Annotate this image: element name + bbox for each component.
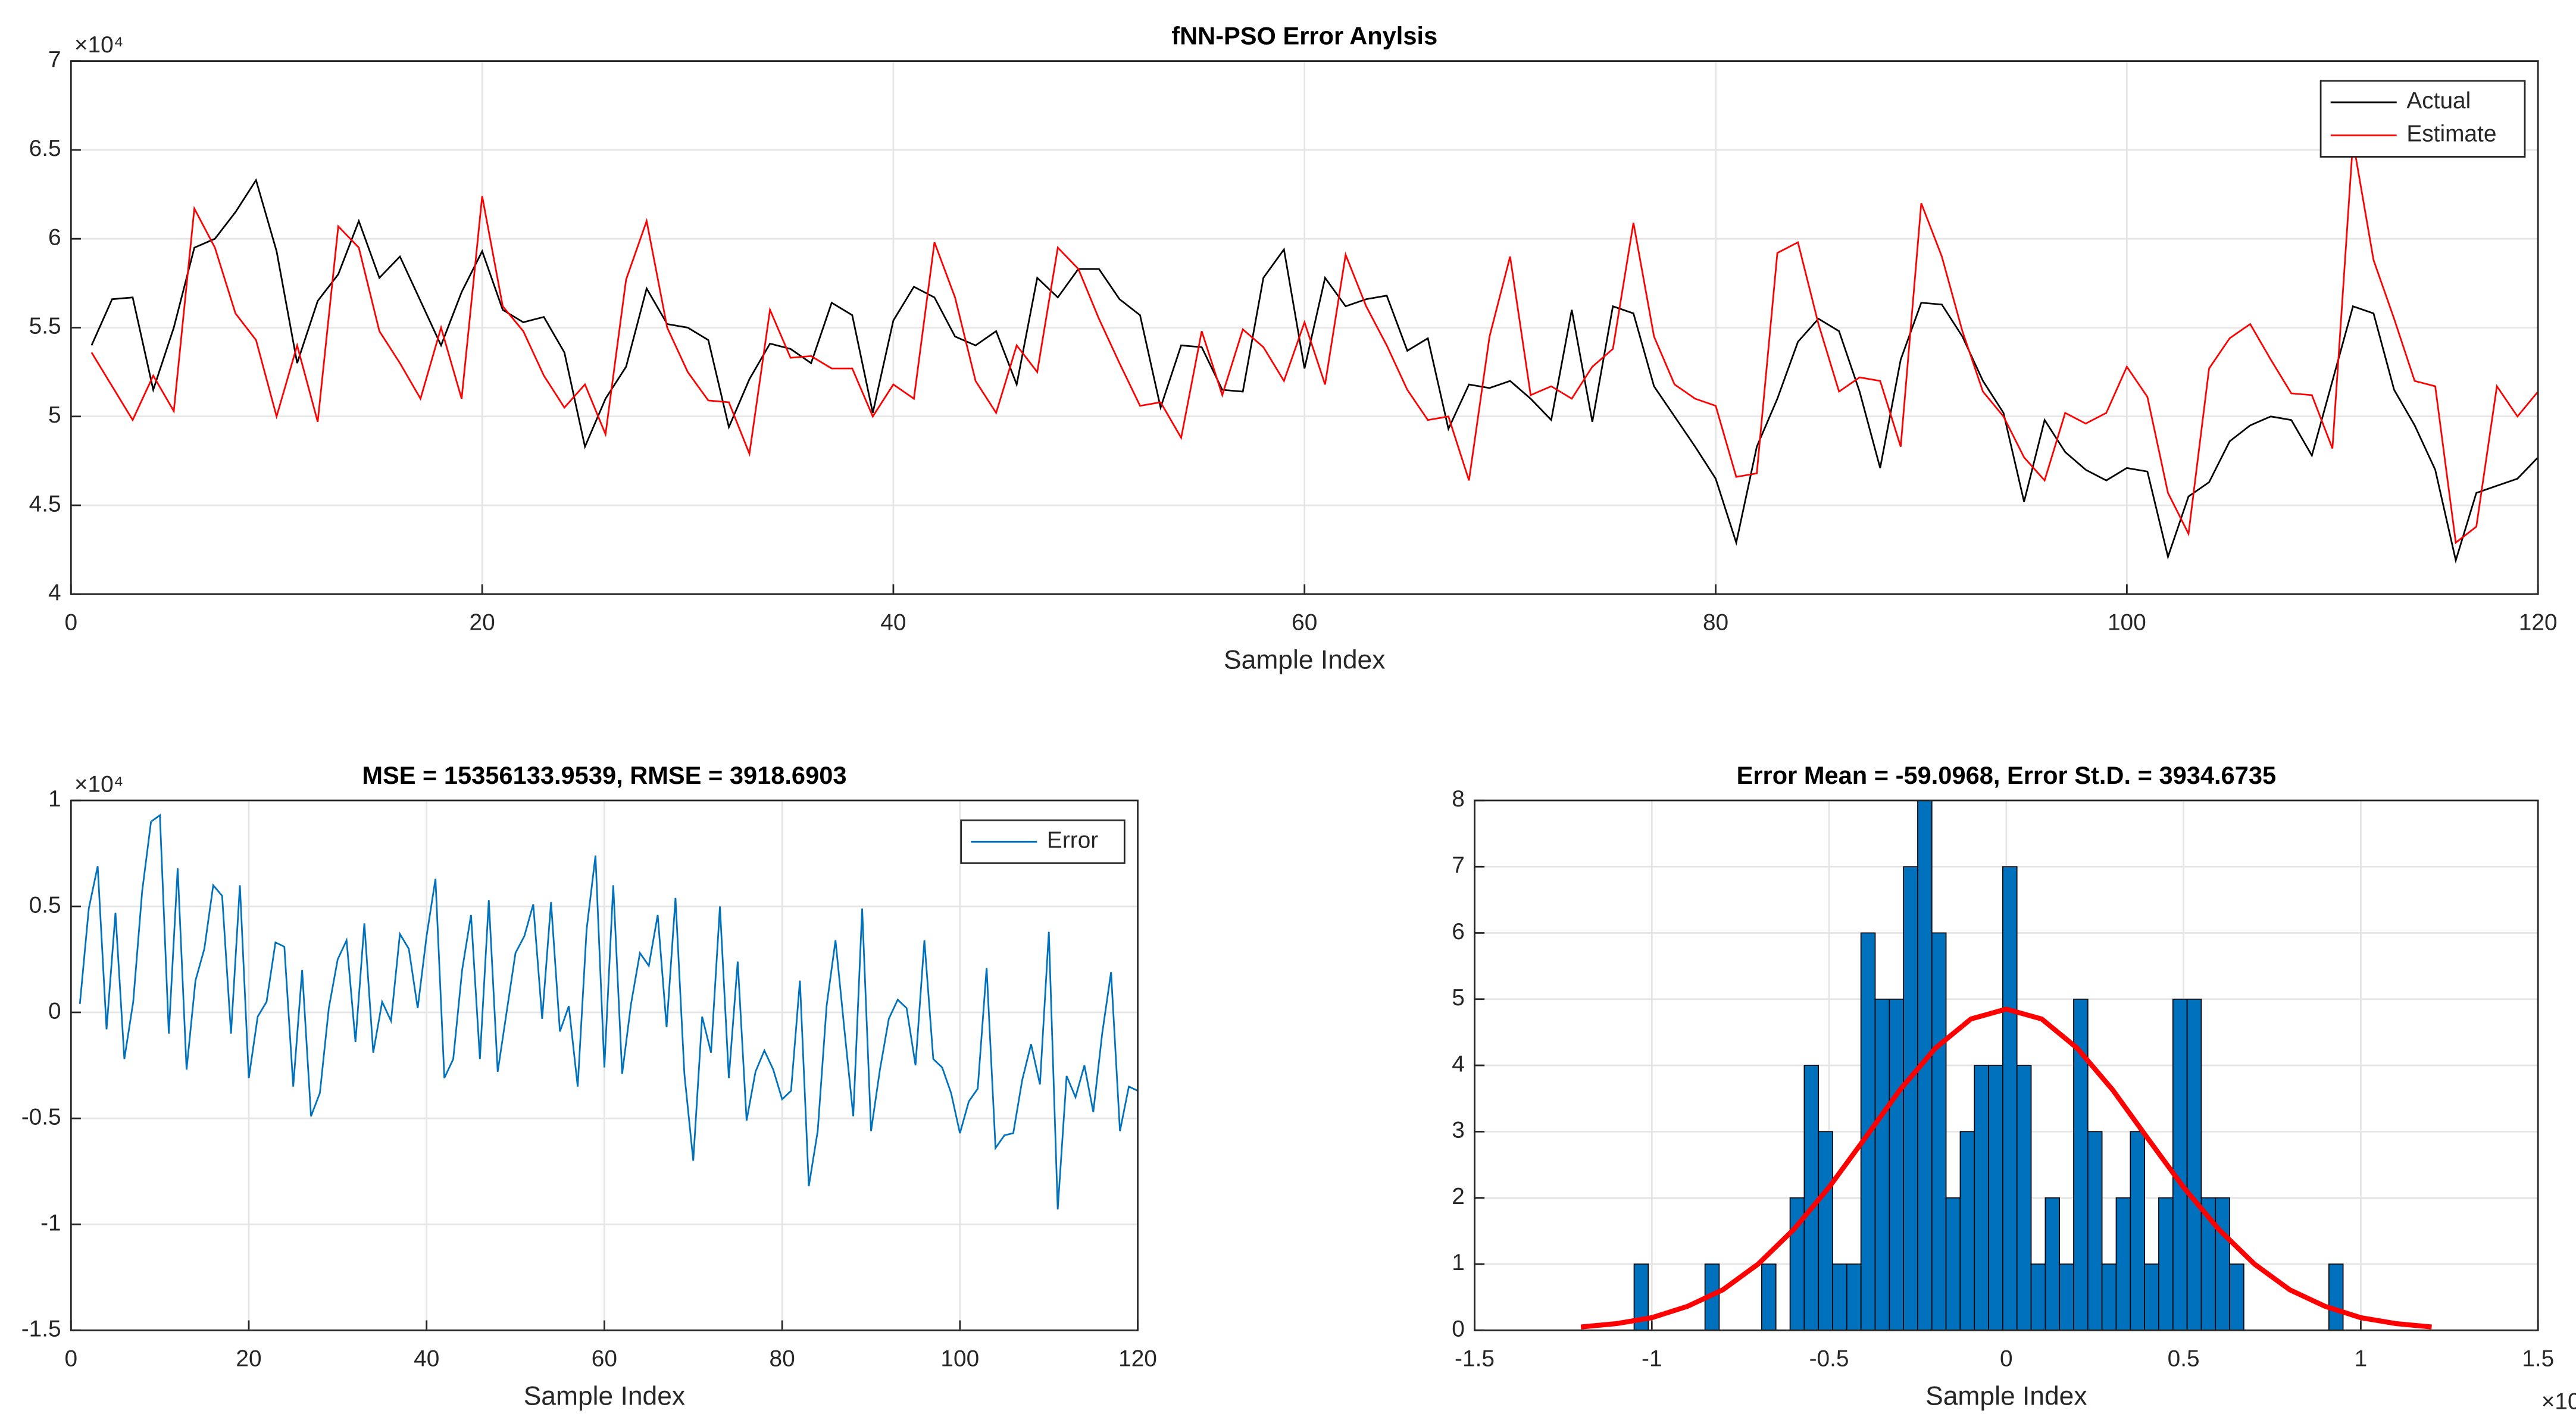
histogram-bar	[2215, 1197, 2230, 1331]
data-line	[79, 814, 1139, 1210]
histogram-bar	[2016, 1065, 2032, 1331]
x-tick-label: 20	[470, 610, 495, 636]
histogram-bar	[2229, 1264, 2244, 1331]
y-tick-label: -1.5	[21, 1316, 61, 1341]
x-tick-label: 60	[592, 1346, 617, 1371]
y-tick-label: 3	[1452, 1118, 1465, 1143]
x-tick-label: -1	[1642, 1346, 1662, 1371]
x-axis-label: Sample Index	[1224, 646, 1385, 675]
legend-label: Error	[1047, 828, 1098, 853]
y-tick-label: 4.5	[29, 491, 61, 517]
histogram-bar	[2044, 1197, 2061, 1331]
x-tick-label: -0.5	[1809, 1346, 1849, 1371]
histogram-bar	[2115, 1197, 2131, 1331]
histogram-bar	[1889, 998, 1904, 1331]
histogram-bar	[2059, 1264, 2074, 1331]
x-tick-label: 1	[2355, 1346, 2368, 1371]
y-axis-multiplier: ×10⁴	[74, 771, 124, 797]
histogram-bar	[1931, 932, 1947, 1331]
x-tick-label: 0	[2000, 1346, 2013, 1371]
x-tick-label: 120	[2519, 610, 2558, 636]
legend-label: Estimate	[2406, 121, 2496, 147]
histogram-bar	[2130, 1131, 2145, 1331]
x-tick-label: 80	[770, 1346, 795, 1371]
y-tick-label: 1	[48, 786, 61, 812]
y-tick-label: 4	[1452, 1051, 1465, 1077]
histogram-bar	[2144, 1264, 2159, 1331]
x-tick-label: 100	[2108, 610, 2146, 636]
y-tick-label: -1	[40, 1210, 61, 1236]
y-tick-label: 1	[1452, 1250, 1465, 1275]
x-axis-multiplier: ×10⁴	[2541, 1389, 2576, 1414]
x-tick-label: 40	[414, 1346, 439, 1371]
x-tick-label: 60	[1292, 610, 1317, 636]
x-tick-label: 120	[1118, 1346, 1157, 1371]
y-tick-label: 2	[1452, 1184, 1465, 1209]
y-tick-label: 5	[1452, 985, 1465, 1011]
y-tick-label: 6.5	[29, 136, 61, 161]
y-tick-label: 0.5	[29, 892, 61, 918]
histogram-bar	[1945, 1197, 1961, 1331]
histogram-bar	[1959, 1131, 1975, 1331]
y-tick-label: 4	[48, 580, 61, 606]
histogram-bar	[1974, 1065, 1989, 1331]
x-tick-label: 1.5	[2522, 1346, 2554, 1371]
x-tick-label: 0	[64, 1346, 77, 1371]
chart-title: Error Mean = -59.0968, Error St.D. = 393…	[1737, 761, 2277, 789]
y-axis-multiplier: ×10⁴	[74, 32, 124, 58]
legend-label: Actual	[2406, 88, 2471, 114]
histogram-bar	[2172, 998, 2188, 1331]
x-axis-label: Sample Index	[1925, 1382, 2087, 1411]
x-tick-label: 80	[1703, 610, 1728, 636]
histogram-bar	[1832, 1264, 1847, 1331]
y-tick-label: 7	[48, 47, 61, 73]
y-tick-label: 7	[1452, 853, 1465, 878]
x-tick-label: 100	[940, 1346, 979, 1371]
y-tick-label: 8	[1452, 786, 1465, 812]
histogram-bar	[2328, 1264, 2344, 1331]
y-tick-label: 5.5	[29, 314, 61, 339]
y-tick-label: 6	[48, 224, 61, 250]
chart-title: MSE = 15356133.9539, RMSE = 3918.6903	[362, 761, 846, 789]
data-line	[90, 178, 2539, 564]
histogram-bar	[1761, 1264, 1777, 1331]
chart: 0 20 40 60 80 100 120 -1.5 -1 -0.5 0 0.5 1 MSE = 1535…	[21, 761, 1157, 1411]
x-axis-label: Sample Index	[524, 1382, 685, 1411]
legend-box	[2319, 80, 2526, 158]
x-tick-label: 40	[880, 610, 906, 636]
chart-title: fNN-PSO Error Anylsis	[1171, 22, 1437, 50]
x-tick-label: 20	[236, 1346, 261, 1371]
y-tick-label: -0.5	[21, 1104, 61, 1130]
y-tick-label: 0	[48, 998, 61, 1024]
histogram-bar	[1903, 866, 1918, 1331]
axes-box	[1474, 799, 2539, 1331]
chart: -1.5 -1 -0.5 0 0.5 1 1.5 0 1 2 3 4 5 6 7 8 Error Mean = …	[1452, 761, 2576, 1414]
histogram-bar	[2186, 998, 2202, 1331]
y-tick-label: 0	[1452, 1316, 1465, 1341]
histogram-bar	[2158, 1197, 2174, 1331]
axes-box	[70, 60, 2539, 595]
histogram-bar	[2101, 1264, 2117, 1331]
histogram-bar	[2002, 866, 2018, 1331]
histogram-bar	[1803, 1065, 1820, 1331]
fit-curve	[1580, 1006, 2432, 1330]
x-tick-label: -1.5	[1455, 1346, 1495, 1371]
histogram-bar	[1988, 1065, 2003, 1331]
histogram-bar	[1846, 1264, 1862, 1331]
x-tick-label: 0.5	[2168, 1346, 2200, 1371]
data-line	[90, 140, 2539, 545]
axes-box	[70, 799, 1139, 1331]
histogram-bar	[2087, 1131, 2103, 1331]
x-tick-label: 0	[64, 610, 77, 636]
chart: 0 20 40 60 80 100 120 4 4.5 5 5.5 6 6.5 7 fNN-PSO Erro…	[29, 22, 2558, 675]
y-tick-label: 6	[1452, 919, 1465, 945]
histogram-bar	[2030, 1264, 2046, 1331]
histogram-bar	[1818, 1131, 1833, 1331]
histogram-bar	[1874, 998, 1890, 1331]
y-tick-label: 5	[48, 402, 61, 428]
